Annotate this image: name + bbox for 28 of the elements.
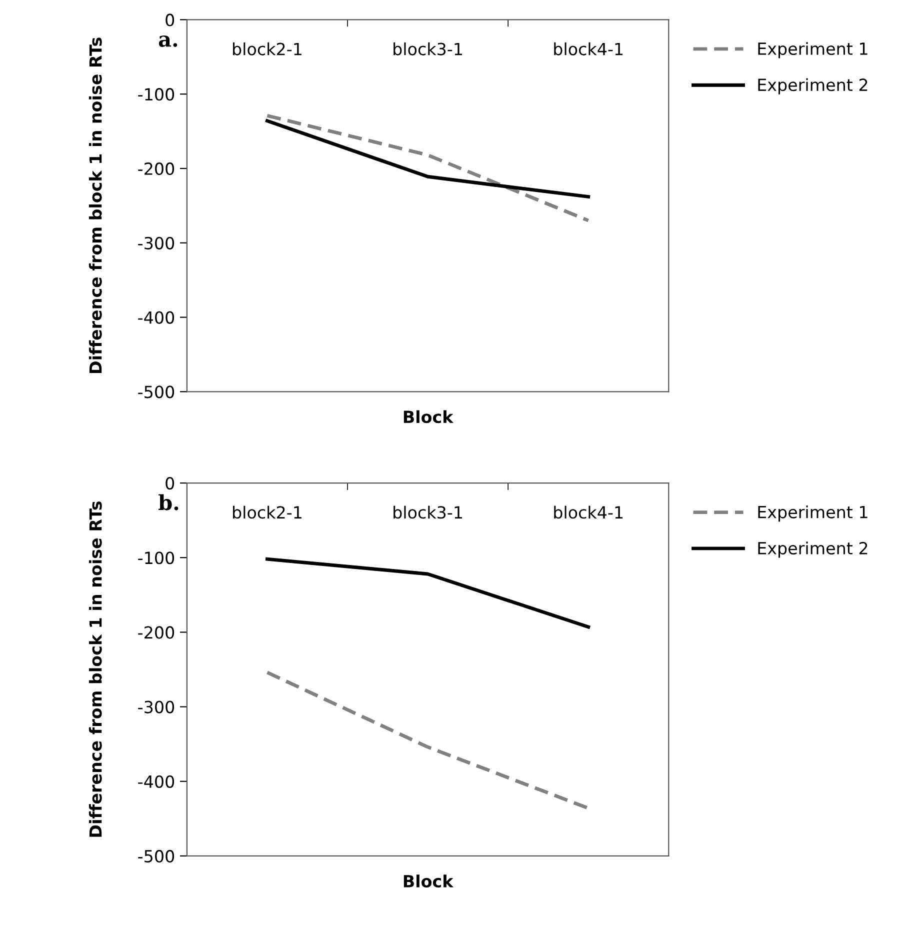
- x-tick-label: block2-1: [233, 506, 302, 519]
- y-tick-label: -400: [138, 311, 174, 324]
- y-tick-label: -300: [138, 236, 174, 250]
- x-axis-title: Block: [404, 874, 454, 888]
- legend-label: Experiment 2: [758, 542, 868, 558]
- y-tick-label: -500: [138, 850, 174, 863]
- y-tick-label: -500: [138, 386, 174, 398]
- y-tick-label: -200: [138, 162, 174, 176]
- y-tick-label: -100: [138, 552, 174, 564]
- y-tick-label: 0: [166, 14, 174, 26]
- legend-label: Experiment 1: [758, 42, 868, 58]
- x-tick-label: block3-1: [394, 506, 462, 519]
- x-axis-title: Block: [404, 410, 454, 424]
- y-tick-label: 0: [166, 476, 174, 490]
- y-tick-label: -300: [138, 700, 174, 714]
- x-tick-label: block4-1: [554, 42, 623, 56]
- x-tick-label: block4-1: [554, 506, 623, 519]
- legend-label: Experiment 1: [758, 505, 868, 522]
- x-tick-label: block3-1: [394, 42, 462, 56]
- text: a.: [158, 36, 178, 47]
- y-axis-title: Difference from block 1 in noise RTs: [88, 38, 102, 373]
- y-tick-label: -200: [138, 626, 174, 639]
- legend-label: Experiment 2: [758, 78, 868, 94]
- x-tick-label: block2-1: [233, 42, 302, 56]
- y-axis-title: Difference from block 1 in noise RTs: [88, 501, 102, 837]
- y-tick-label: -100: [138, 88, 174, 101]
- y-tick-label: -400: [138, 775, 174, 788]
- text: b.: [158, 494, 178, 510]
